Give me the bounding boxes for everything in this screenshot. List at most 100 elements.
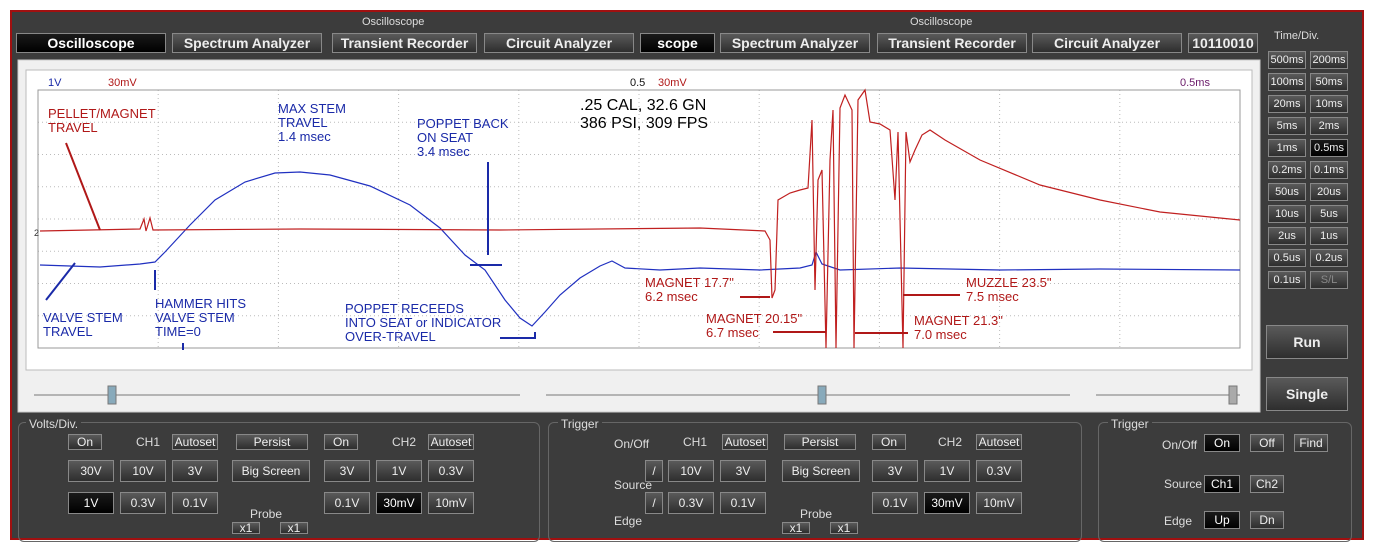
- panel-button[interactable]: On: [1204, 434, 1240, 452]
- time-div-button[interactable]: 2ms: [1310, 117, 1348, 135]
- time-div-title: Time/Div.: [1274, 30, 1320, 42]
- panel-button[interactable]: x1: [280, 521, 308, 535]
- time-div-button[interactable]: 50us: [1268, 183, 1306, 201]
- panel-button[interactable]: Autoset: [976, 434, 1022, 450]
- panel-button[interactable]: 0.1V: [324, 492, 370, 514]
- time-div-button[interactable]: 200ms: [1310, 51, 1348, 69]
- panel-label: On/Off: [614, 437, 650, 451]
- tab[interactable]: 10110010: [1188, 33, 1258, 53]
- panel-button[interactable]: Persist: [784, 434, 856, 450]
- panel-button[interactable]: 30mV: [376, 492, 422, 514]
- panel-button[interactable]: 30V: [68, 460, 114, 482]
- tab[interactable]: Circuit Analyzer: [484, 33, 634, 53]
- tab[interactable]: Oscilloscope: [16, 33, 166, 53]
- group-label: Oscilloscope: [910, 16, 973, 28]
- time-div-button[interactable]: 0.5ms: [1310, 139, 1348, 157]
- panel: [18, 422, 540, 542]
- panel-button[interactable]: 10mV: [428, 492, 474, 514]
- panel-label: CH1: [136, 435, 161, 449]
- panel-button[interactable]: 10V: [120, 460, 166, 482]
- panel-button[interactable]: 0.1V: [172, 492, 218, 514]
- panel-button[interactable]: 1V: [924, 460, 970, 482]
- panel-label: Probe: [800, 507, 833, 521]
- panel-button[interactable]: 3V: [324, 460, 370, 482]
- tab[interactable]: scope: [640, 33, 715, 53]
- tab[interactable]: Transient Recorder: [877, 33, 1027, 53]
- panel-button[interactable]: /: [645, 492, 663, 514]
- panel-label: Source: [1164, 477, 1203, 491]
- panel-button[interactable]: On: [68, 434, 102, 450]
- panel-button[interactable]: 0.1V: [872, 492, 918, 514]
- panel-button[interactable]: 10V: [668, 460, 714, 482]
- time-div-button[interactable]: 50ms: [1310, 73, 1348, 91]
- time-div-button[interactable]: 0.1ms: [1310, 161, 1348, 179]
- panel-label: CH2: [938, 435, 963, 449]
- panel-button[interactable]: Off: [1250, 434, 1284, 452]
- time-div-button[interactable]: 5ms: [1268, 117, 1306, 135]
- panel-button[interactable]: /: [645, 460, 663, 482]
- time-div-button[interactable]: 1ms: [1268, 139, 1306, 157]
- panel-label: Probe: [250, 507, 283, 521]
- panel-button[interactable]: 0.3V: [668, 492, 714, 514]
- panel-button[interactable]: 1V: [376, 460, 422, 482]
- tab[interactable]: Transient Recorder: [332, 33, 477, 53]
- panel-button[interactable]: On: [324, 434, 358, 450]
- panel: [1098, 422, 1352, 542]
- time-div-button[interactable]: 2us: [1268, 227, 1306, 245]
- panel-button[interactable]: 0.3V: [120, 492, 166, 514]
- panel-label: Source: [614, 478, 653, 492]
- time-div-button[interactable]: 0.2ms: [1268, 161, 1306, 179]
- time-div-button[interactable]: 0.2us: [1310, 249, 1348, 267]
- group-label: Oscilloscope: [362, 16, 425, 28]
- panel-button[interactable]: Dn: [1250, 511, 1284, 529]
- panel-label: Edge: [614, 514, 643, 528]
- panel-button[interactable]: 10mV: [976, 492, 1022, 514]
- panel: [548, 422, 1082, 542]
- panel-title: Volts/Div.: [26, 417, 82, 431]
- panel-button[interactable]: Persist: [236, 434, 308, 450]
- panel-button[interactable]: Autoset: [172, 434, 218, 450]
- panel-button[interactable]: Autoset: [722, 434, 768, 450]
- panel-button[interactable]: Big Screen: [782, 460, 860, 482]
- panel-button[interactable]: 0.3V: [428, 460, 474, 482]
- single-button[interactable]: Single: [1266, 377, 1348, 411]
- panel-button[interactable]: On: [872, 434, 906, 450]
- panel-button[interactable]: 1V: [68, 492, 114, 514]
- panel-button[interactable]: 0.3V: [976, 460, 1022, 482]
- panel-button[interactable]: 30mV: [924, 492, 970, 514]
- time-div-button[interactable]: 20us: [1310, 183, 1348, 201]
- time-div-button[interactable]: 100ms: [1268, 73, 1306, 91]
- time-div-button[interactable]: 500ms: [1268, 51, 1306, 69]
- tab[interactable]: Circuit Analyzer: [1032, 33, 1182, 53]
- tab[interactable]: Spectrum Analyzer: [720, 33, 870, 53]
- panel-button[interactable]: 0.1V: [720, 492, 766, 514]
- panel-button[interactable]: Find: [1294, 434, 1328, 452]
- panel-label: On/Off: [1162, 438, 1198, 452]
- time-div-button[interactable]: 10us: [1268, 205, 1306, 223]
- tab[interactable]: Spectrum Analyzer: [172, 33, 322, 53]
- panel-button[interactable]: x1: [782, 521, 810, 535]
- time-div-button[interactable]: 1us: [1310, 227, 1348, 245]
- panel-button[interactable]: 3V: [720, 460, 766, 482]
- panel-button[interactable]: 3V: [872, 460, 918, 482]
- panel-button[interactable]: Big Screen: [232, 460, 310, 482]
- panel-button[interactable]: Up: [1204, 511, 1240, 529]
- time-div-button[interactable]: 20ms: [1268, 95, 1306, 113]
- panel-label: CH2: [392, 435, 417, 449]
- panel-button[interactable]: x1: [232, 521, 260, 535]
- time-div-button[interactable]: S/L: [1310, 271, 1348, 289]
- panel-button[interactable]: 3V: [172, 460, 218, 482]
- time-div-button[interactable]: 10ms: [1310, 95, 1348, 113]
- panel-button[interactable]: Autoset: [428, 434, 474, 450]
- time-div-button[interactable]: 0.5us: [1268, 249, 1306, 267]
- run-button[interactable]: Run: [1266, 325, 1348, 359]
- time-div-button[interactable]: 0.1us: [1268, 271, 1306, 289]
- panel-button[interactable]: Ch2: [1250, 475, 1284, 493]
- panel-button[interactable]: x1: [830, 521, 858, 535]
- panel-label: Edge: [1164, 514, 1193, 528]
- panel-title: Trigger: [1108, 417, 1152, 431]
- panel-title: Trigger: [558, 417, 602, 431]
- time-div-button[interactable]: 5us: [1310, 205, 1348, 223]
- panel-button[interactable]: Ch1: [1204, 475, 1240, 493]
